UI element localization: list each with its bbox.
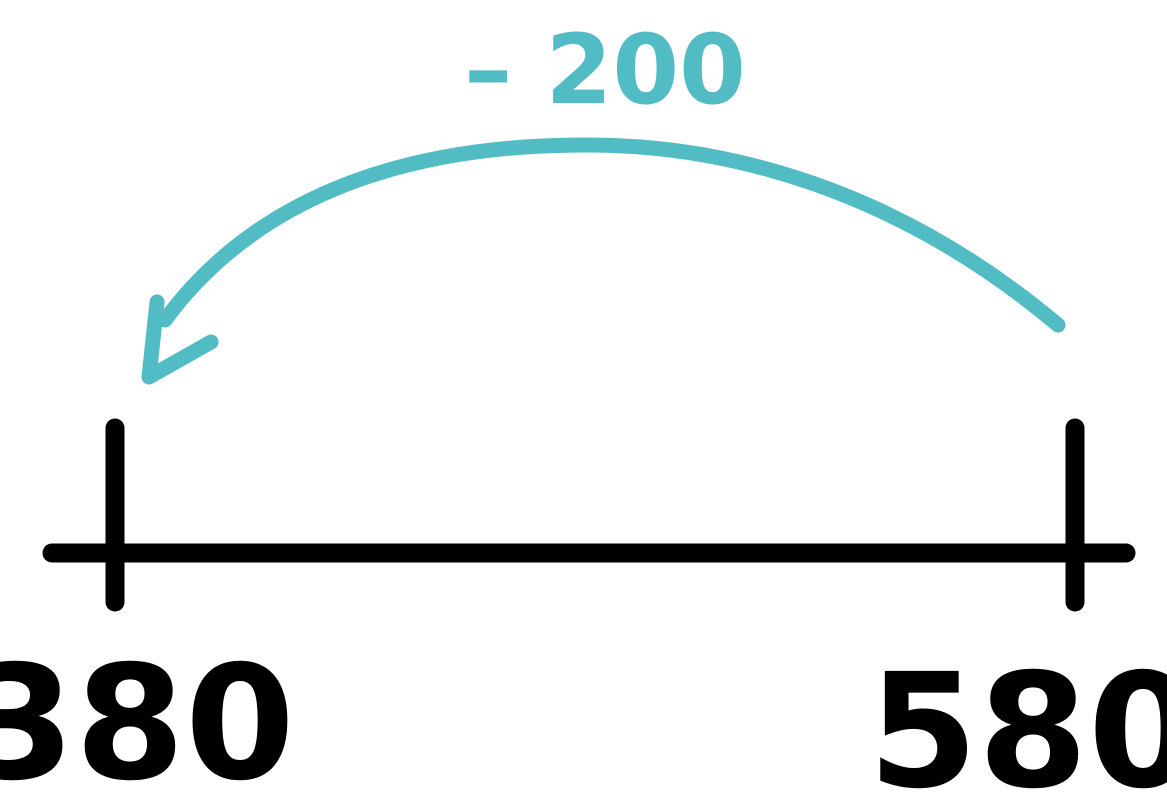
tick-label-end: 580 [868,640,1167,797]
jump-label: – 200 [464,14,746,126]
arrowhead-icon [141,294,219,385]
tick-label-start: 380 [0,632,295,797]
jump-arc [157,137,1066,333]
